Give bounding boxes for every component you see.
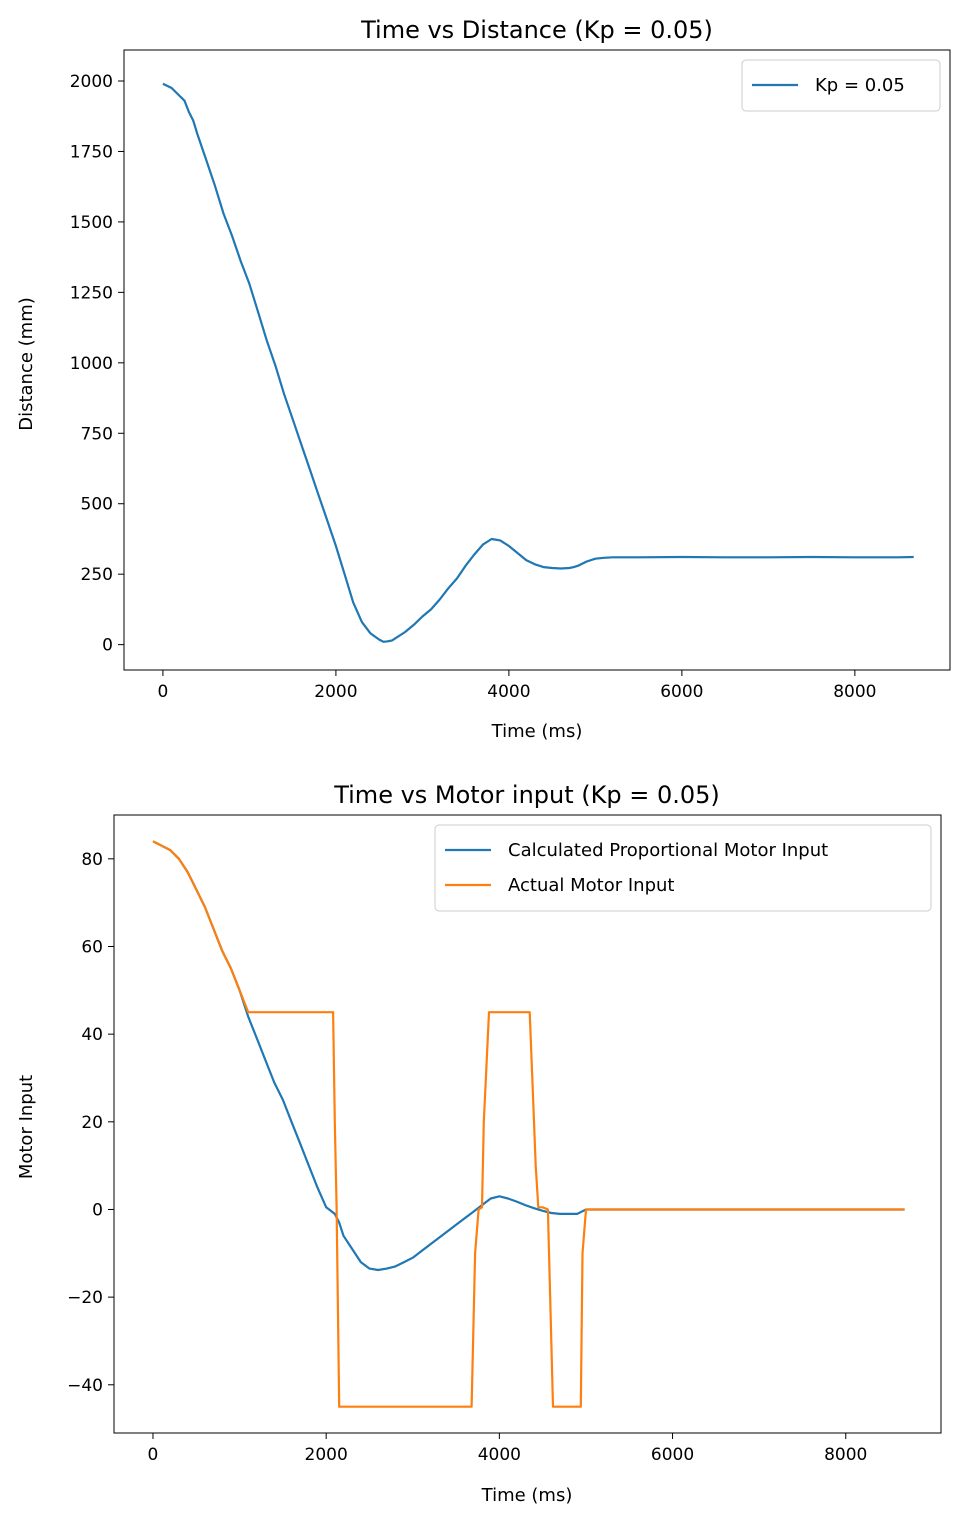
x-tick-label: 2000 <box>305 1445 348 1465</box>
x-tick-label: 0 <box>158 682 169 702</box>
x-tick-label: 4000 <box>487 682 530 702</box>
motor-input-chart: Time vs Motor input (Kp = 0.05) Time (ms… <box>16 781 942 1506</box>
series-group <box>152 840 905 1408</box>
x-ticks: 0 2000 4000 6000 8000 <box>158 670 876 702</box>
legend: Kp = 0.05 <box>741 59 941 112</box>
series-line <box>162 82 914 643</box>
x-tick-label: 6000 <box>660 682 703 702</box>
chart-title: Time vs Distance (Kp = 0.05) <box>360 16 713 44</box>
y-ticks: 0 250 500 750 1000 1250 1500 1750 2000 <box>70 72 124 656</box>
y-tick-label: 60 <box>81 937 103 957</box>
plot-frame <box>113 814 942 1434</box>
y-tick-label: 1250 <box>70 283 113 303</box>
y-axis-label: Distance (mm) <box>16 297 37 431</box>
y-ticks: −40 −20 0 20 40 60 80 <box>67 850 114 1396</box>
y-tick-label: 1000 <box>70 354 113 374</box>
x-tick-label: 8000 <box>824 1445 867 1465</box>
y-tick-label: −40 <box>67 1376 103 1396</box>
legend-label: Calculated Proportional Motor Input <box>508 840 828 861</box>
legend-label: Actual Motor Input <box>508 875 674 896</box>
y-tick-label: 1750 <box>70 142 113 162</box>
x-tick-label: 8000 <box>833 682 876 702</box>
legend: Calculated Proportional Motor Input Actua… <box>434 824 932 912</box>
x-tick-label: 6000 <box>651 1445 694 1465</box>
x-tick-label: 2000 <box>314 682 357 702</box>
plot-frame <box>123 49 951 671</box>
y-tick-label: 20 <box>81 1113 103 1133</box>
y-tick-label: 250 <box>81 565 113 585</box>
legend-box <box>741 59 941 112</box>
y-tick-label: −20 <box>67 1288 103 1308</box>
series-line <box>152 840 905 1408</box>
distance-chart: Time vs Distance (Kp = 0.05) Time (ms) D… <box>16 16 951 742</box>
y-axis-label: Motor Input <box>16 1075 37 1179</box>
y-tick-label: 1500 <box>70 213 113 233</box>
chart-title: Time vs Motor input (Kp = 0.05) <box>333 781 720 809</box>
y-tick-label: 500 <box>81 495 113 515</box>
series-group <box>162 82 914 643</box>
y-tick-label: 750 <box>81 424 113 444</box>
y-tick-label: 0 <box>92 1200 103 1220</box>
x-axis-label: Time (ms) <box>491 721 583 742</box>
y-tick-label: 0 <box>102 636 113 656</box>
y-tick-label: 40 <box>81 1025 103 1045</box>
x-tick-label: 4000 <box>478 1445 521 1465</box>
y-tick-label: 2000 <box>70 72 113 92</box>
legend-box <box>434 824 932 912</box>
y-tick-label: 80 <box>81 850 103 870</box>
x-ticks: 0 2000 4000 6000 8000 <box>148 1433 867 1465</box>
legend-label: Kp = 0.05 <box>815 75 905 96</box>
x-tick-label: 0 <box>148 1445 159 1465</box>
x-axis-label: Time (ms) <box>481 1485 573 1506</box>
